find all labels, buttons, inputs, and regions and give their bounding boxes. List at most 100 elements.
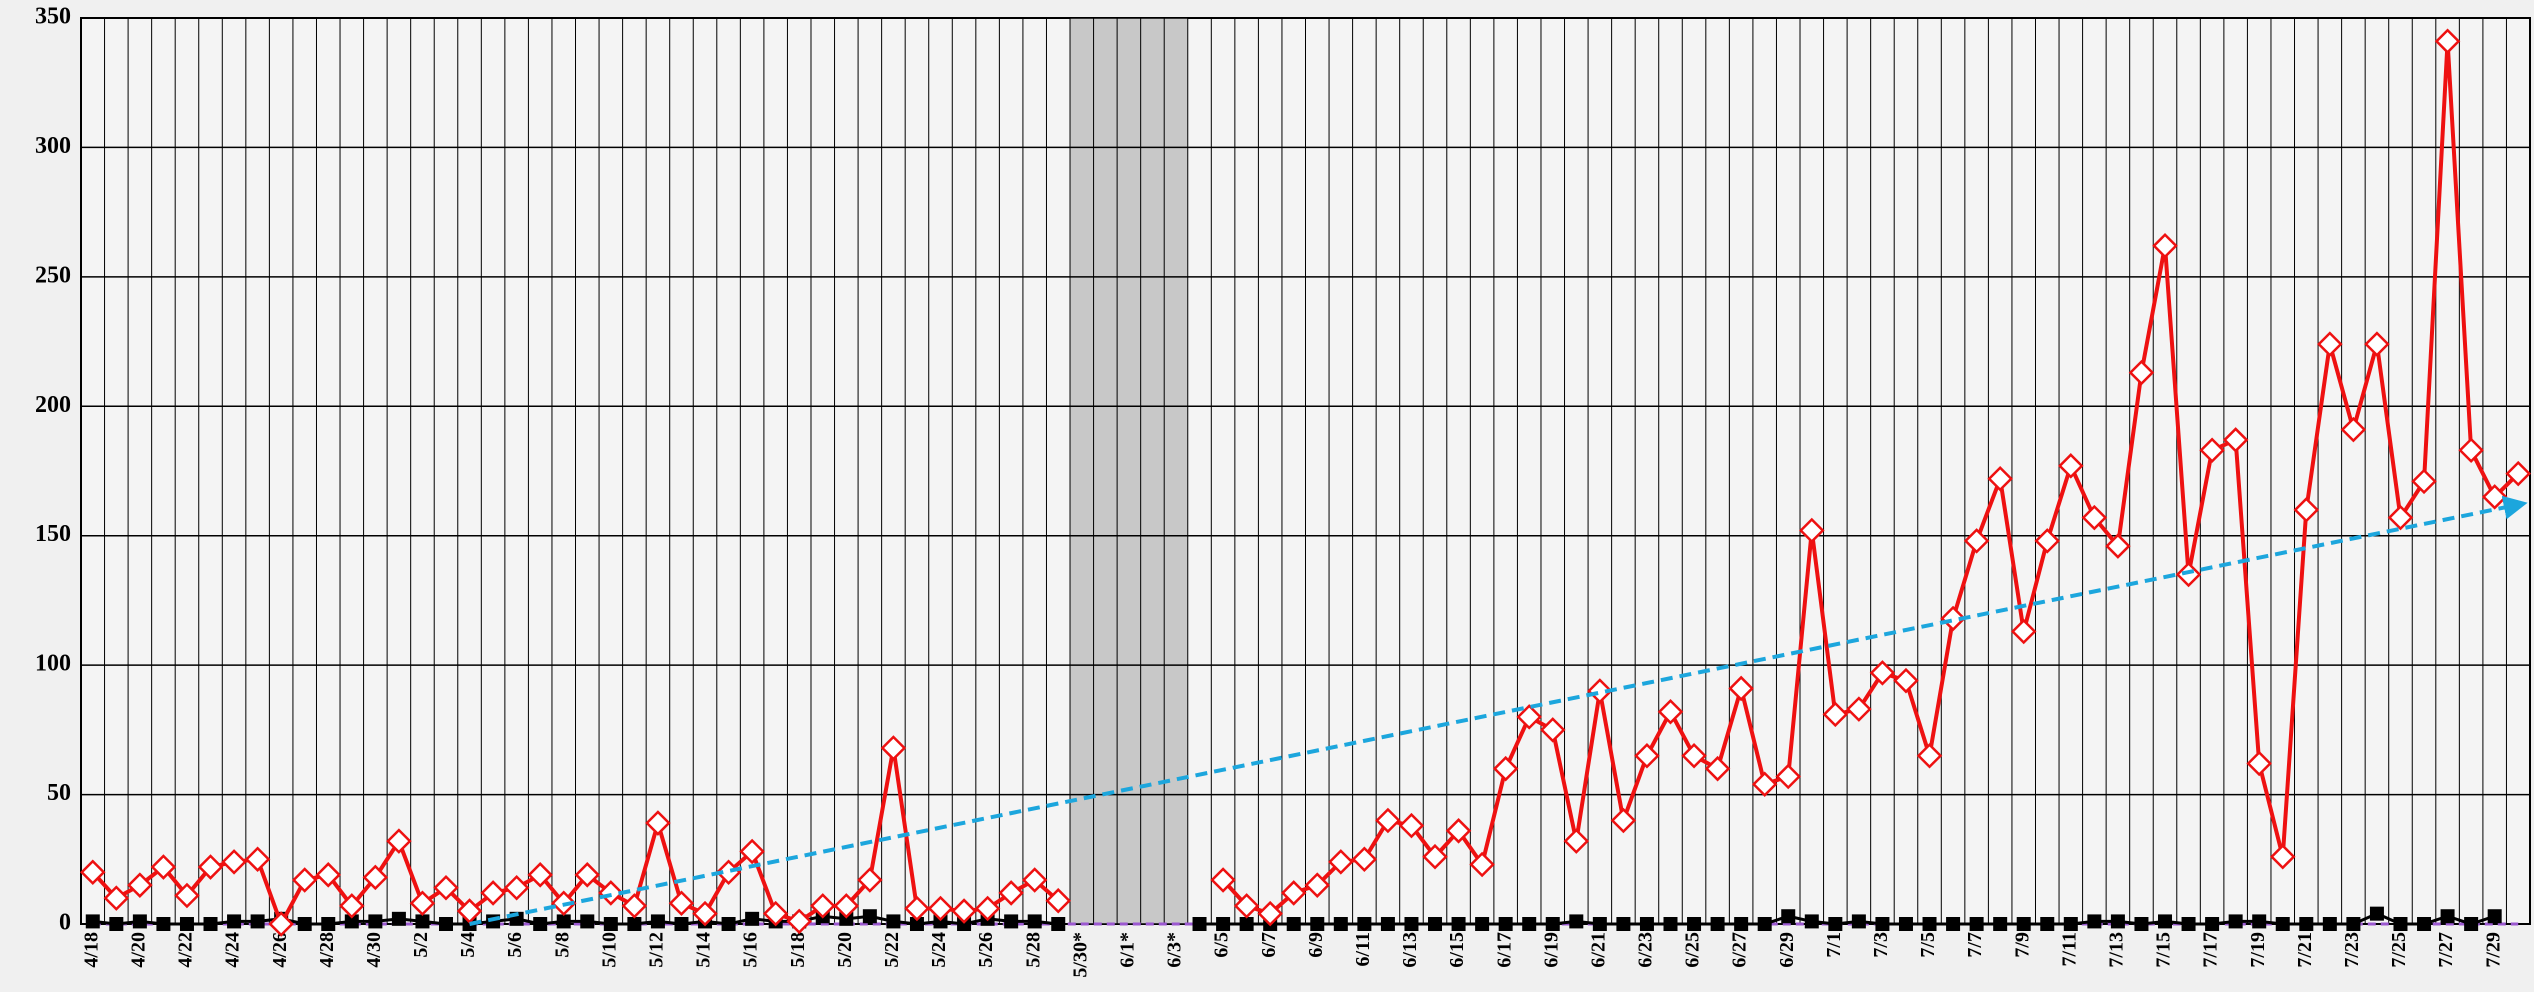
data-point (745, 911, 760, 926)
data-point (1687, 917, 1702, 931)
data-point (1799, 517, 1825, 544)
x-tick-label: 6/21 (1587, 932, 1609, 968)
data-point (2058, 453, 2084, 479)
data-point (291, 867, 318, 893)
data-point (674, 917, 689, 931)
x-tick-label: 5/10 (598, 932, 620, 968)
data-point (1875, 917, 1890, 931)
data-point (2387, 504, 2414, 531)
data-point (2458, 437, 2484, 464)
x-tick-label: 5/16 (740, 932, 762, 968)
data-point (315, 862, 342, 888)
x-tick-label: 7/13 (2106, 932, 2128, 968)
x-tick-label: 4/28 (316, 932, 338, 968)
x-tick-label: 6/9 (1305, 932, 1327, 958)
data-point (2105, 533, 2131, 559)
data-point (739, 838, 765, 865)
data-point (203, 917, 218, 931)
data-point (857, 867, 883, 893)
data-point (221, 849, 247, 875)
x-tick-label: 7/19 (2247, 932, 2269, 968)
data-point (1610, 807, 1637, 834)
trend-line (469, 495, 2528, 926)
data-point (1734, 917, 1749, 931)
shaded-region (1070, 18, 1188, 924)
data-point (1404, 917, 1419, 931)
data-point (1592, 917, 1607, 931)
data-point (1357, 917, 1372, 931)
y-tick-label: 250 (35, 262, 71, 288)
data-point (1634, 742, 1660, 769)
data-point (480, 880, 506, 906)
data-point (2016, 917, 2031, 931)
data-point (1286, 917, 1301, 931)
data-point (2340, 416, 2367, 443)
data-point (1987, 465, 2013, 492)
data-point (527, 862, 553, 888)
data-point (880, 735, 907, 761)
data-point (1475, 917, 1490, 931)
data-point (2317, 331, 2343, 357)
data-point (268, 911, 294, 937)
x-tick-label: 6/7 (1258, 932, 1280, 958)
data-point (2411, 468, 2437, 495)
data-point (862, 909, 877, 924)
x-tick-label: 5/4 (457, 932, 479, 958)
data-point (974, 895, 1001, 922)
x-tick-label: 6/3* (1164, 932, 1186, 968)
data-point (132, 914, 147, 929)
data-point (103, 885, 130, 911)
data-point (1681, 742, 1707, 769)
data-point (2293, 497, 2320, 523)
data-point (244, 846, 271, 873)
data-point (957, 917, 972, 931)
x-tick-label: 5/18 (787, 932, 809, 968)
data-point (1233, 893, 1260, 919)
data-point (2081, 504, 2108, 531)
data-point (1545, 917, 1560, 931)
x-tick-label: 7/7 (1964, 932, 1986, 958)
data-point (109, 917, 124, 931)
data-point (533, 917, 548, 931)
data-point (1710, 917, 1725, 931)
data-point (2346, 917, 2361, 931)
y-tick-label: 0 (59, 910, 71, 936)
data-point (2393, 917, 2408, 931)
data-point (1946, 917, 1961, 931)
data-point (179, 917, 194, 931)
x-tick-label: 6/13 (1399, 932, 1421, 968)
x-tick-label: 7/11 (2058, 932, 2080, 966)
data-point (2222, 427, 2249, 453)
data-point (2128, 359, 2155, 386)
data-point (368, 914, 383, 929)
data-point (786, 908, 812, 935)
data-point (1663, 917, 1678, 931)
data-point (2464, 917, 2479, 931)
data-point (2417, 917, 2432, 931)
data-point (362, 864, 389, 891)
data-point (1192, 917, 1207, 931)
data-point (1021, 867, 1048, 893)
data-point (2364, 331, 2390, 357)
data-point (1257, 900, 1283, 927)
data-point (1304, 872, 1331, 898)
data-point (339, 893, 365, 919)
x-tick-label: 5/20 (834, 932, 856, 968)
data-point (1775, 763, 1802, 790)
data-point (1492, 755, 1519, 782)
data-point (721, 917, 736, 931)
data-point (1051, 917, 1066, 931)
data-point (1898, 917, 1913, 931)
data-point (1963, 528, 1990, 554)
x-tick-label: 7/9 (2011, 932, 2033, 958)
y-tick-label: 200 (35, 392, 71, 418)
data-point (2440, 909, 2455, 924)
data-point (227, 914, 242, 929)
data-point (386, 828, 412, 854)
x-tick-label: 6/11 (1352, 932, 1374, 966)
data-point (1310, 917, 1325, 931)
data-point (2269, 843, 2296, 870)
x-tick-label: 5/6 (504, 932, 526, 958)
data-point (2505, 460, 2531, 487)
